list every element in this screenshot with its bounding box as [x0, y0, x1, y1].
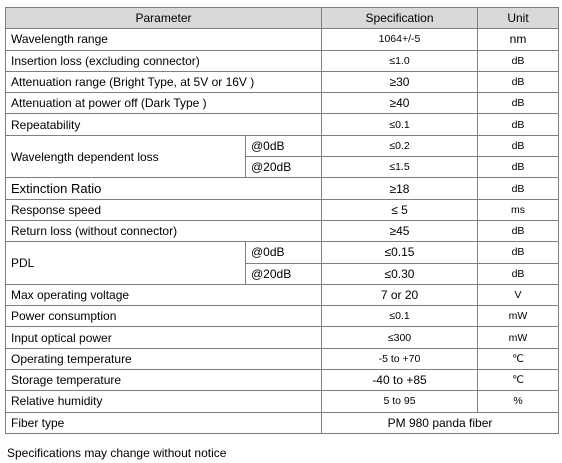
table-row: Wavelength range 1064+/-5 nm: [5, 28, 559, 51]
spec-cell: ≥30: [321, 70, 478, 94]
param-cell: PDL: [5, 241, 246, 285]
table-row: Attenuation at power off (Dark Type ) ≥4…: [5, 92, 559, 115]
table-row: Extinction Ratio ≥18 dB: [5, 177, 559, 200]
table-row: Power consumption ≤0.1 mW: [5, 305, 559, 328]
unit-cell: V: [477, 283, 559, 307]
table-row: Wavelength dependent loss @0dB ≤0.2 dB: [5, 134, 559, 179]
spec-cell: ≤ 5: [321, 198, 478, 221]
spec-cell: ≤0.15: [321, 241, 478, 264]
param-cell: Relative humidity: [5, 390, 322, 413]
spec-cell: ≤0.2: [321, 134, 478, 158]
param-cell: Attenuation range (Bright Type, at 5V or…: [5, 70, 322, 94]
table-row: Max operating voltage 7 or 20 V: [5, 283, 559, 307]
param-cell: Extinction Ratio: [5, 177, 322, 200]
spec-cell: ≤0.1: [321, 305, 478, 328]
unit-cell: dB: [477, 156, 559, 179]
spec-cell: ≥45: [321, 219, 478, 243]
table-row: Return loss (without connector) ≥45 dB: [5, 219, 559, 243]
param-cell: Fiber type: [5, 411, 322, 434]
table-row: Storage temperature -40 to +85 ℃: [5, 369, 559, 392]
table-row: Attenuation range (Bright Type, at 5V or…: [5, 70, 559, 94]
spec-cell: 7 or 20: [321, 283, 478, 307]
table-row: PDL @0dB ≤0.15 dB: [5, 241, 559, 285]
param-cell: Return loss (without connector): [5, 219, 322, 243]
param-cell: Wavelength dependent loss: [5, 134, 246, 179]
spec-cell: -40 to +85: [321, 369, 478, 392]
param-cell: Operating temperature: [5, 347, 322, 371]
unit-cell: dB: [477, 177, 559, 200]
unit-cell: dB: [477, 219, 559, 243]
header-unit: Unit: [477, 6, 559, 30]
table-header-row: Parameter Specification Unit: [5, 6, 559, 30]
spec-cell: -5 to +70: [321, 347, 478, 371]
condition-cell: @20dB: [245, 262, 322, 285]
param-cell: Repeatability: [5, 113, 322, 136]
param-cell: Wavelength range: [5, 28, 322, 51]
table-row: @20dB ≤0.30 dB: [6, 262, 559, 285]
specification-table: Parameter Specification Unit Wavelength …: [5, 6, 559, 434]
footnote: Specifications may change without notice: [7, 446, 227, 460]
param-cell: Attenuation at power off (Dark Type ): [5, 92, 322, 115]
table-row: Operating temperature -5 to +70 ℃: [5, 347, 559, 371]
unit-cell: mW: [477, 305, 559, 328]
table-row: Repeatability ≤0.1 dB: [5, 113, 559, 136]
unit-cell: ℃: [477, 369, 559, 392]
spec-cell: ≤1.5: [321, 156, 478, 179]
unit-cell: dB: [477, 92, 559, 115]
table-row: Input optical power ≤300 mW: [5, 326, 559, 349]
unit-cell: dB: [477, 113, 559, 136]
header-parameter: Parameter: [5, 6, 322, 30]
table-row: Fiber type PM 980 panda fiber: [5, 411, 559, 434]
spec-cell: ≥18: [321, 177, 478, 200]
param-cell: Response speed: [5, 198, 322, 221]
unit-cell: dB: [477, 70, 559, 94]
unit-cell: %: [477, 390, 559, 413]
unit-cell: nm: [477, 28, 559, 51]
table-row: Insertion loss (excluding connector) ≤1.…: [5, 49, 559, 72]
spec-cell: ≤0.1: [321, 113, 478, 136]
spec-cell: PM 980 panda fiber: [321, 411, 559, 434]
spec-cell: ≤300: [321, 326, 478, 349]
unit-cell: dB: [477, 49, 559, 72]
param-cell: Insertion loss (excluding connector): [5, 49, 322, 72]
param-cell: Storage temperature: [5, 369, 322, 392]
spec-cell: 1064+/-5: [321, 28, 478, 51]
unit-cell: mW: [477, 326, 559, 349]
unit-cell: ℃: [477, 347, 559, 371]
param-cell: Power consumption: [5, 305, 322, 328]
condition-cell: @20dB: [245, 156, 322, 179]
unit-cell: dB: [477, 241, 559, 264]
table-row: Response speed ≤ 5 ms: [5, 198, 559, 221]
spec-cell: ≥40: [321, 92, 478, 115]
unit-cell: dB: [477, 262, 559, 285]
unit-cell: ms: [477, 198, 559, 221]
condition-cell: @0dB: [245, 241, 322, 264]
spec-cell: 5 to 95: [321, 390, 478, 413]
condition-cell: @0dB: [245, 134, 322, 158]
spec-cell: ≤0.30: [321, 262, 478, 285]
table-row: Relative humidity 5 to 95 %: [5, 390, 559, 413]
spec-cell: ≤1.0: [321, 49, 478, 72]
param-cell: Max operating voltage: [5, 283, 322, 307]
unit-cell: dB: [477, 134, 559, 158]
header-specification: Specification: [321, 6, 478, 30]
param-cell: Input optical power: [5, 326, 322, 349]
